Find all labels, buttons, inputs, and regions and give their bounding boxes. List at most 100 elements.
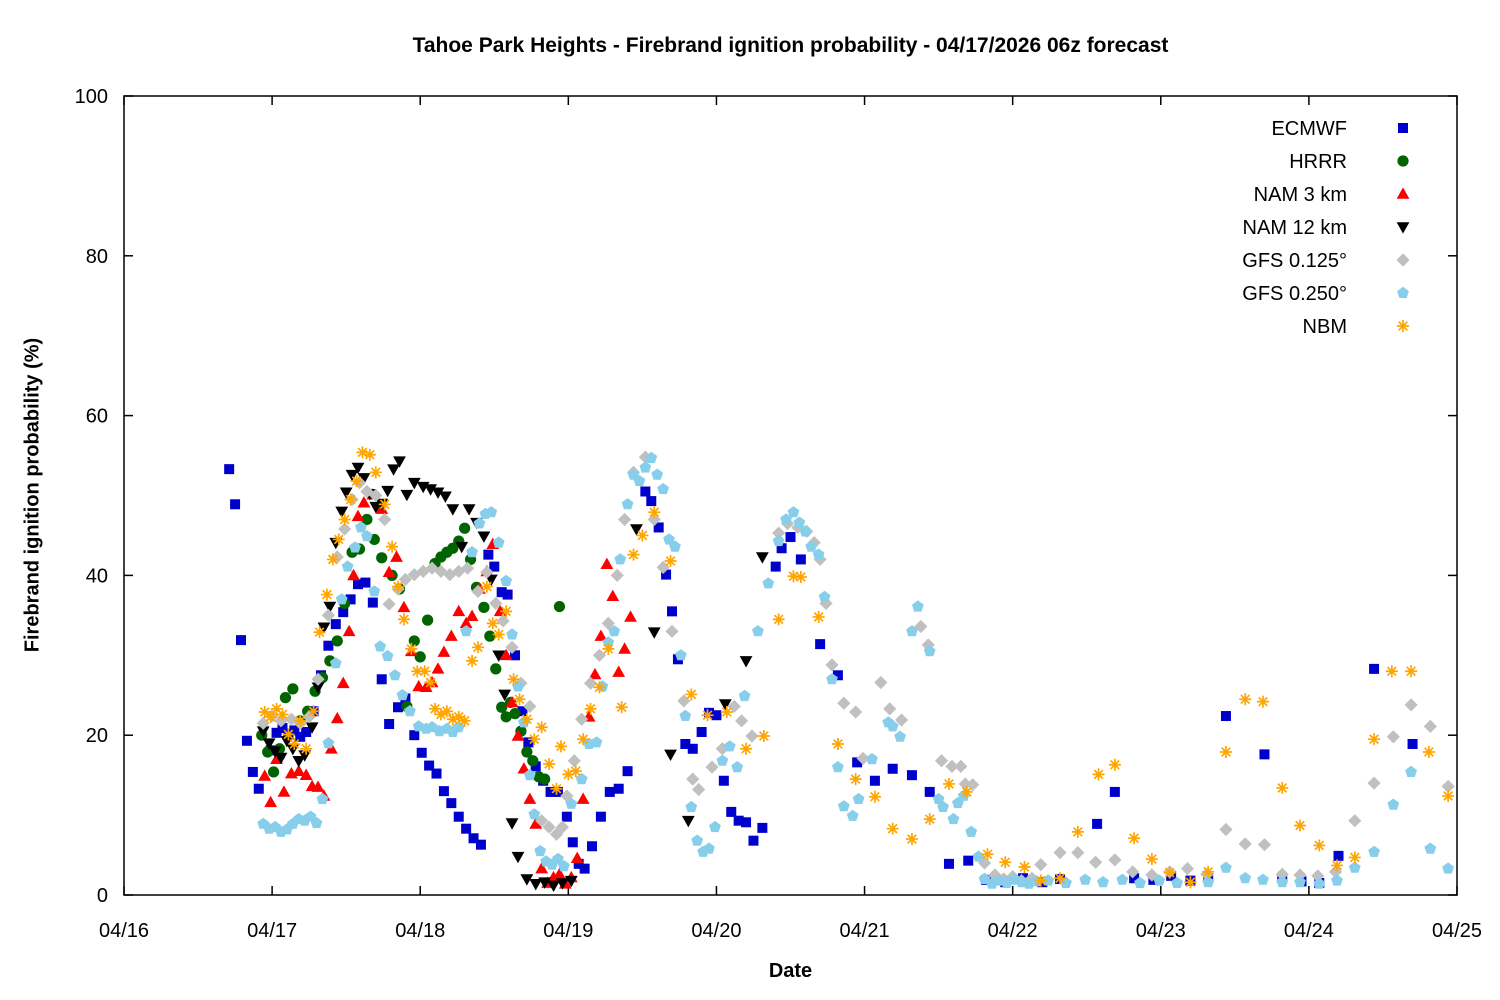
data-point — [322, 737, 335, 749]
data-point — [549, 827, 564, 841]
data-point — [1109, 786, 1120, 797]
legend-marker-diamond-icon — [1396, 253, 1410, 267]
x-tick-label: 04/23 — [1136, 920, 1186, 942]
data-point — [645, 451, 658, 463]
data-point — [397, 613, 410, 626]
data-point — [1092, 818, 1103, 829]
data-point — [378, 512, 392, 527]
data-point — [561, 811, 572, 822]
data-point — [1422, 745, 1435, 758]
data-point — [740, 742, 753, 755]
data-point — [492, 536, 505, 548]
data-point — [787, 506, 800, 518]
legend-label: GFS 0.250° — [1242, 283, 1347, 305]
data-point — [490, 663, 502, 675]
data-point — [292, 755, 306, 768]
data-point — [353, 579, 364, 590]
data-point — [505, 818, 519, 830]
data-point — [517, 762, 531, 774]
y-tick-label: 80 — [86, 246, 108, 268]
data-point — [831, 737, 844, 750]
data-point — [331, 635, 343, 647]
data-point — [305, 722, 319, 734]
data-point — [434, 564, 448, 579]
data-point — [277, 723, 288, 734]
data-point — [345, 594, 356, 605]
data-point — [1163, 866, 1176, 879]
data-point — [523, 737, 534, 748]
data-point — [321, 608, 335, 622]
data-point — [1108, 758, 1121, 771]
data-point — [300, 742, 313, 755]
legend-marker-pentagon-icon — [1397, 286, 1409, 298]
data-point — [288, 737, 301, 750]
data-point — [262, 738, 276, 750]
data-point — [506, 628, 518, 640]
data-point — [648, 506, 661, 519]
data-point — [567, 754, 581, 768]
data-point — [311, 682, 325, 694]
data-point — [1367, 776, 1381, 790]
data-point — [1180, 862, 1195, 876]
series-gfs-0-125- — [256, 450, 1455, 888]
data-point — [407, 477, 421, 490]
data-point — [422, 614, 434, 626]
data-point — [1145, 853, 1158, 866]
data-point — [837, 696, 851, 710]
data-point — [505, 695, 519, 708]
data-point — [665, 624, 679, 638]
data-point — [356, 446, 369, 459]
data-point — [1128, 832, 1141, 845]
data-point — [1145, 868, 1159, 882]
data-point — [535, 862, 549, 874]
data-point — [480, 565, 494, 579]
legend-label: NAM 12 km — [1243, 217, 1347, 239]
data-point — [304, 810, 317, 822]
data-point — [236, 635, 247, 646]
data-point — [1407, 738, 1418, 749]
data-point — [958, 777, 972, 791]
data-point — [444, 629, 458, 641]
data-point — [1238, 837, 1252, 851]
data-point — [529, 879, 543, 891]
data-point — [757, 729, 770, 742]
data-point — [1108, 853, 1122, 867]
data-point — [741, 817, 752, 828]
data-point — [264, 795, 278, 808]
data-point — [1219, 822, 1233, 837]
data-point — [446, 798, 457, 809]
data-point — [575, 712, 589, 726]
data-point — [1129, 873, 1140, 884]
x-tick-label: 04/19 — [543, 920, 593, 942]
data-point — [664, 555, 677, 568]
data-point — [718, 775, 729, 786]
data-point — [1054, 872, 1067, 885]
series-ecmwf — [224, 464, 1418, 889]
data-point — [819, 596, 833, 610]
data-point — [535, 721, 548, 734]
data-point — [681, 815, 695, 828]
data-point — [1275, 867, 1289, 881]
data-point — [780, 513, 792, 525]
data-point — [639, 461, 652, 473]
data-point — [528, 808, 541, 820]
data-point — [1348, 861, 1361, 873]
data-point — [965, 825, 978, 837]
data-point — [349, 541, 361, 553]
data-point — [425, 561, 439, 575]
data-point — [298, 750, 312, 762]
data-point — [267, 766, 280, 778]
data-point — [826, 673, 838, 685]
data-point — [1034, 874, 1047, 887]
data-point — [1369, 663, 1380, 674]
data-point — [687, 743, 698, 754]
data-point — [458, 714, 471, 727]
data-point — [381, 485, 395, 498]
data-point — [805, 540, 818, 552]
data-point — [709, 820, 721, 833]
data-point — [1368, 733, 1381, 746]
data-point — [567, 837, 578, 848]
data-point — [520, 874, 534, 886]
data-point — [943, 858, 954, 869]
data-point — [545, 786, 556, 797]
